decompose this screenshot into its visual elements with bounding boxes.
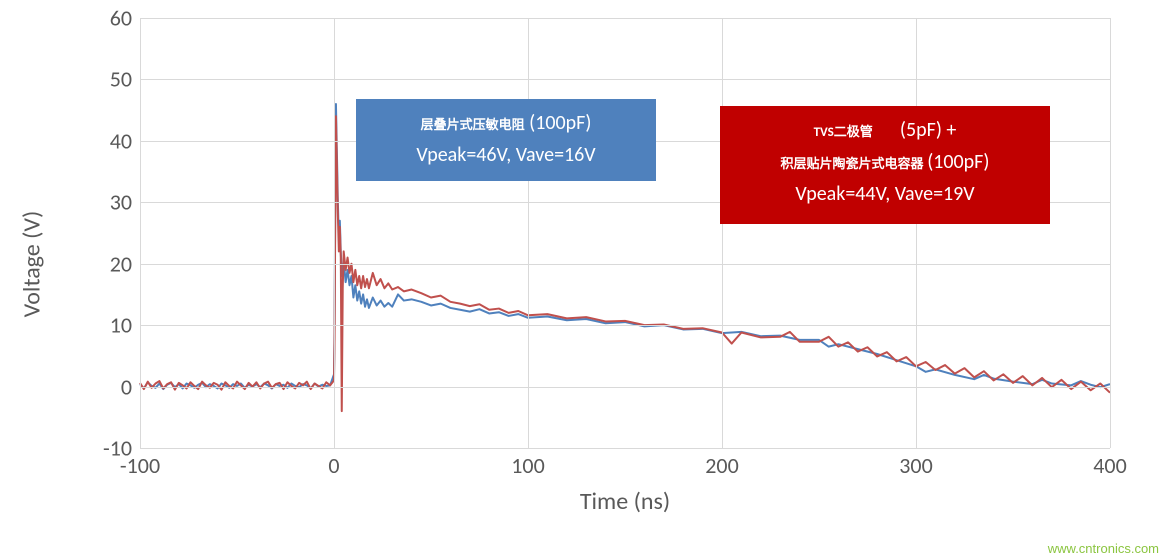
xtick-label: 100 [511,452,544,479]
vgridline [334,18,335,448]
varistor-param: (100pF) [529,111,591,135]
vgridline [528,18,529,448]
varistor-values: Vpeak=46V, Vave=16V [370,139,642,171]
tvs-param-1: (5pF) + [900,118,956,142]
xtick-label: 200 [705,452,738,479]
vgridline [722,18,723,448]
vgridline [916,18,917,448]
tvs-label-2: 积层贴片陶瓷片式电容器 [781,157,924,172]
vgridline [140,18,141,448]
xtick-label: 0 [328,452,339,479]
xtick-label: 400 [1093,452,1126,479]
xtick-label: -100 [120,452,160,479]
chart-frame: Voltage (V) Time (ns) -100102030405060 -… [20,10,1145,518]
tvs-label-1: TVS二极管 [814,125,873,140]
legend-box-tvs: TVS二极管 (5pF) + 积层贴片陶瓷片式电容器 (100pF) Vpeak… [720,106,1050,224]
hgridline [140,387,1110,388]
ytick-label: 50 [72,66,132,93]
varistor-label: 层叠片式压敏电阻 [421,118,525,133]
ytick-label: 0 [72,373,132,400]
ytick-label: 40 [72,127,132,154]
series-svg [140,18,1110,448]
tvs-param-2: (100pF) [927,150,989,174]
hgridline [140,325,1110,326]
x-axis-label: Time (ns) [580,487,670,516]
watermark: www.cntronics.com [1048,541,1159,556]
ytick-label: 30 [72,189,132,216]
hgridline [140,448,1110,449]
ytick-label: 10 [72,312,132,339]
legend-box-varistor: 层叠片式压敏电阻 (100pF) Vpeak=46V, Vave=16V [356,99,656,181]
hgridline [140,18,1110,19]
tvs-values: Vpeak=44V, Vave=19V [734,178,1036,210]
ytick-label: 60 [72,5,132,32]
y-axis-label: Voltage (V) [18,211,47,318]
xtick-label: 300 [899,452,932,479]
hgridline [140,79,1110,80]
vgridline [1110,18,1111,448]
ytick-label: 20 [72,250,132,277]
plot-area [140,18,1110,448]
hgridline [140,264,1110,265]
